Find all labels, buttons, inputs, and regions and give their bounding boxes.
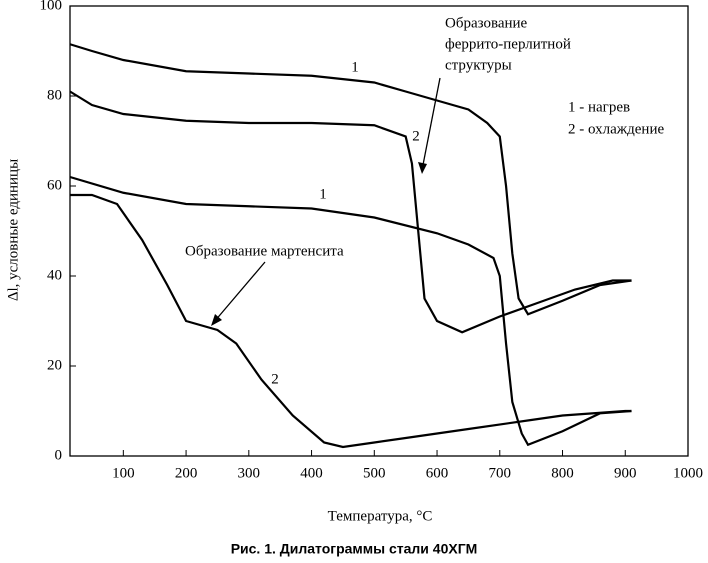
arrow (421, 77, 441, 171)
curve (70, 193, 632, 449)
annotation: феррито-перлитной (445, 36, 571, 52)
y-axis-label: Δl, условные единицы (5, 159, 21, 301)
curve-label: 2 (271, 371, 279, 387)
x-tick-label: 1000 (673, 465, 703, 481)
x-tick-label: 400 (300, 465, 323, 481)
y-tick-label: 40 (47, 267, 62, 283)
y-tick-label: 80 (47, 87, 62, 103)
y-tick-label: 60 (47, 177, 62, 193)
annotation: Образование (445, 15, 528, 31)
curve (69, 90, 632, 334)
annotation: Образование мартенсита (185, 243, 344, 259)
x-tick-label: 900 (614, 465, 637, 481)
arrow-head (211, 314, 222, 326)
arrow (213, 261, 266, 323)
x-tick-label: 500 (363, 465, 386, 481)
y-tick-label: 100 (40, 0, 63, 13)
x-tick-label: 100 (112, 465, 135, 481)
y-tick-label: 0 (55, 447, 63, 463)
plot-frame (69, 5, 689, 457)
curve (69, 43, 632, 316)
curve (69, 175, 632, 447)
curve-label: 1 (319, 186, 327, 202)
curve-label: 2 (412, 128, 420, 144)
x-tick-label: 600 (426, 465, 449, 481)
legend-note: 1 - нагрев (568, 99, 630, 115)
caption: Рис. 1. Дилатограммы стали 40ХГМ (231, 541, 478, 557)
curve-label: 1 (351, 59, 359, 75)
x-axis-label: Температура, °C (328, 508, 433, 524)
y-tick-label: 20 (47, 357, 62, 373)
x-tick-label: 200 (175, 465, 198, 481)
x-tick-label: 800 (551, 465, 574, 481)
annotation: структуры (445, 57, 512, 73)
x-tick-label: 300 (238, 465, 261, 481)
arrow-head (418, 162, 427, 174)
legend-note: 2 - охлаждение (568, 121, 664, 137)
x-tick-label: 700 (489, 465, 512, 481)
